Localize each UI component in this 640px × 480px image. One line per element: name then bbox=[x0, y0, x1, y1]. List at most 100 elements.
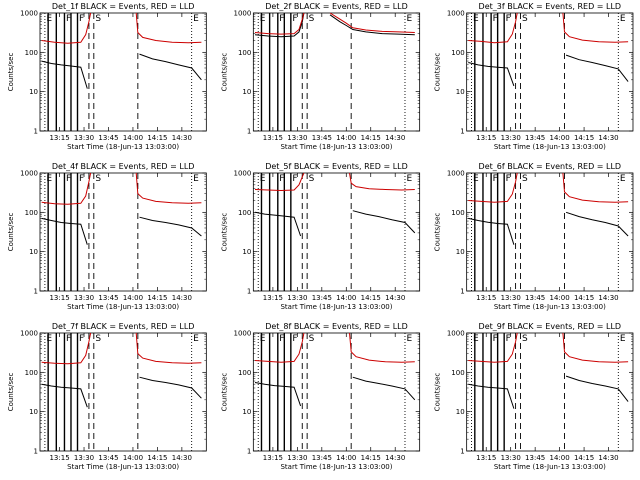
x-tick-label: 13:15 bbox=[49, 454, 69, 462]
marker-label: F bbox=[292, 14, 297, 24]
events-series-line bbox=[139, 53, 202, 81]
x-tick-label: 13:15 bbox=[263, 454, 283, 462]
lld-series-line bbox=[41, 13, 92, 44]
plot-frame bbox=[39, 12, 207, 132]
events-series-line bbox=[329, 14, 415, 36]
y-axis-label: Counts/sec bbox=[220, 213, 228, 252]
marker-label: S bbox=[309, 14, 315, 24]
x-tick-label: 14:15 bbox=[147, 454, 167, 462]
x-axis-label: Start Time (18-Jun-13 13:03:00) bbox=[280, 143, 392, 151]
lld-series-line bbox=[254, 333, 305, 363]
x-tick-label: 14:15 bbox=[574, 134, 594, 142]
x-tick-label: 13:30 bbox=[501, 134, 521, 142]
x-tick-label: 13:45 bbox=[525, 134, 545, 142]
detector-panel-1: Det_1f BLACK = Events, RED = LLD 1 10 100 10… bbox=[7, 2, 207, 151]
marker-label: F bbox=[493, 174, 498, 184]
x-tick-label: 13:45 bbox=[525, 454, 545, 462]
y-tick-label: 100 bbox=[25, 209, 38, 217]
x-tick-label: 13:30 bbox=[287, 454, 307, 462]
marker-label: E bbox=[193, 174, 199, 184]
panel-title: Det_1f BLACK = Events, RED = LLD bbox=[52, 2, 195, 11]
y-tick-label: 1 bbox=[460, 448, 464, 456]
x-tick-label: 13:15 bbox=[263, 134, 283, 142]
y-tick-label: 100 bbox=[451, 209, 464, 217]
plot-frame bbox=[466, 332, 634, 452]
marker-label: F bbox=[79, 334, 84, 344]
marker-label: E bbox=[193, 334, 199, 344]
panel-title: Det_2f BLACK = Events, RED = LLD bbox=[265, 2, 408, 11]
marker-label: E bbox=[406, 14, 412, 24]
y-axis-label: Counts/sec bbox=[434, 53, 442, 92]
x-tick-label: 13:45 bbox=[312, 454, 332, 462]
y-tick-label: 100 bbox=[238, 369, 251, 377]
marker-label: E bbox=[406, 334, 412, 344]
x-tick-label: 13:30 bbox=[287, 294, 307, 302]
y-axis-label: Counts/sec bbox=[7, 373, 15, 412]
panel-title: Det_7f BLACK = Events, RED = LLD bbox=[52, 322, 195, 331]
y-tick-label: 10 bbox=[456, 408, 465, 416]
events-series-line bbox=[41, 383, 88, 408]
lld-series-line bbox=[135, 333, 202, 364]
y-tick-label: 1 bbox=[34, 128, 38, 136]
y-axis-label: Counts/sec bbox=[434, 373, 442, 412]
y-tick-label: 1000 bbox=[20, 330, 38, 338]
y-tick-label: 100 bbox=[451, 49, 464, 57]
x-axis-label: Start Time (18-Jun-13 13:03:00) bbox=[67, 463, 179, 471]
y-tick-label: 10 bbox=[242, 408, 251, 416]
panel-title: Det_5f BLACK = Events, RED = LLD bbox=[265, 162, 408, 171]
y-tick-label: 1 bbox=[247, 128, 251, 136]
detector-panel-8: Det_8f BLACK = Events, RED = LLD 1 10 100 10… bbox=[220, 322, 421, 471]
events-series-line bbox=[352, 210, 416, 234]
marker-label: E bbox=[473, 174, 479, 184]
x-axis-label: Start Time (18-Jun-13 13:03:00) bbox=[280, 463, 392, 471]
x-tick-label: 13:45 bbox=[98, 454, 118, 462]
events-series-line bbox=[254, 382, 302, 407]
x-tick-label: 14:30 bbox=[598, 134, 618, 142]
events-series-line bbox=[468, 383, 515, 409]
y-axis-label: Counts/sec bbox=[220, 53, 228, 92]
x-tick-label: 14:30 bbox=[385, 294, 405, 302]
marker-label: F bbox=[493, 14, 498, 24]
plot-frame bbox=[252, 172, 421, 292]
x-tick-label: 14:15 bbox=[574, 454, 594, 462]
events-series-line bbox=[254, 13, 305, 38]
y-tick-label: 1 bbox=[34, 288, 38, 296]
lld-series-line bbox=[135, 13, 202, 44]
marker-label: E bbox=[620, 334, 626, 344]
x-tick-label: 14:30 bbox=[598, 454, 618, 462]
x-tick-label: 14:15 bbox=[147, 294, 167, 302]
y-axis-label: Counts/sec bbox=[7, 53, 15, 92]
y-tick-label: 1 bbox=[247, 448, 251, 456]
detector-panel-4: Det_4f BLACK = Events, RED = LLD 1 10 100 10… bbox=[7, 162, 207, 311]
marker-label: E bbox=[46, 174, 52, 184]
panel-title: Det_6f BLACK = Events, RED = LLD bbox=[479, 162, 622, 171]
x-tick-label: 13:15 bbox=[263, 294, 283, 302]
x-tick-label: 14:30 bbox=[598, 294, 618, 302]
events-series-line bbox=[352, 376, 416, 401]
y-tick-label: 10 bbox=[29, 408, 38, 416]
x-tick-label: 13:45 bbox=[98, 294, 118, 302]
marker-label: F bbox=[279, 174, 284, 184]
y-tick-label: 1 bbox=[460, 288, 464, 296]
marker-label: F bbox=[506, 334, 511, 344]
plot-frame bbox=[252, 332, 421, 452]
y-tick-label: 1000 bbox=[447, 330, 465, 338]
y-axis-label: Counts/sec bbox=[7, 213, 15, 252]
y-tick-label: 1000 bbox=[234, 10, 252, 18]
detector-panel-6: Det_6f BLACK = Events, RED = LLD 1 10 100 10… bbox=[434, 162, 634, 311]
marker-label: S bbox=[522, 14, 528, 24]
x-tick-label: 14:00 bbox=[550, 454, 570, 462]
x-tick-label: 13:45 bbox=[312, 294, 332, 302]
lld-series-line bbox=[562, 333, 629, 363]
y-tick-label: 100 bbox=[25, 49, 38, 57]
x-axis-label: Start Time (18-Jun-13 13:03:00) bbox=[494, 463, 606, 471]
x-tick-label: 14:15 bbox=[361, 454, 381, 462]
marker-label: E bbox=[46, 14, 52, 24]
y-tick-label: 1000 bbox=[447, 170, 465, 178]
y-tick-label: 100 bbox=[451, 369, 464, 377]
panel-title: Det_3f BLACK = Events, RED = LLD bbox=[479, 2, 622, 11]
detector-panel-5: Det_5f BLACK = Events, RED = LLD 1 10 100 10… bbox=[220, 162, 421, 311]
y-tick-label: 1000 bbox=[234, 330, 252, 338]
x-axis-label: Start Time (18-Jun-13 13:03:00) bbox=[494, 143, 606, 151]
x-tick-label: 14:00 bbox=[550, 294, 570, 302]
